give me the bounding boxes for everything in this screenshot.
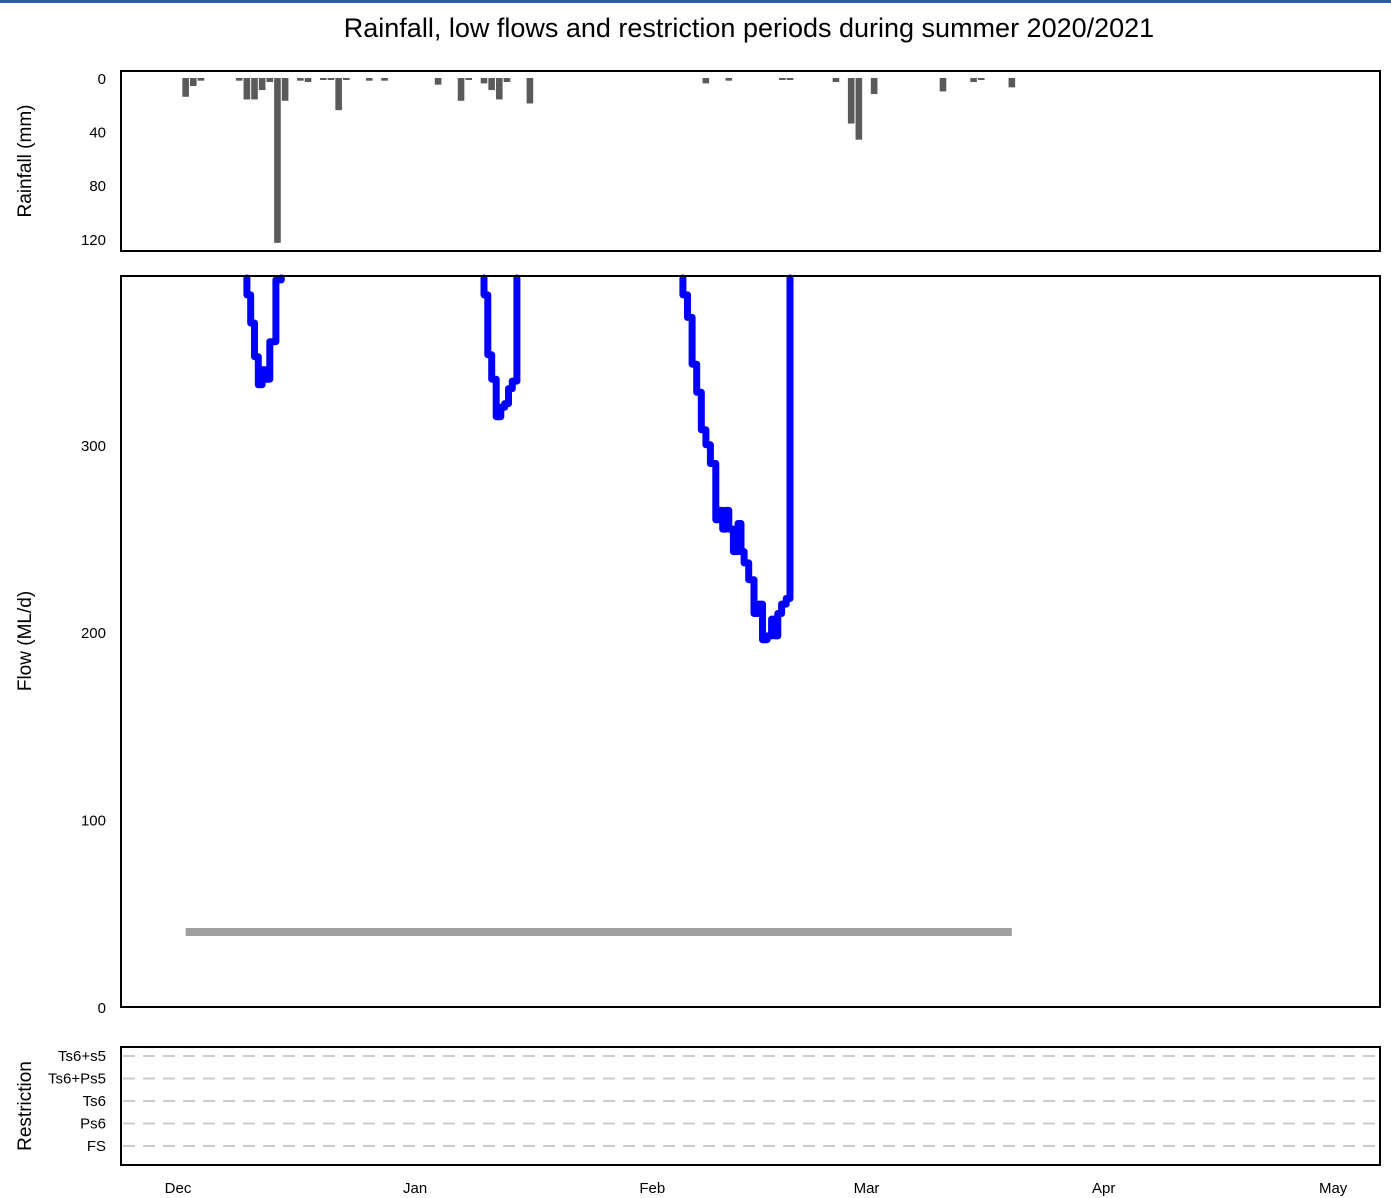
flow-line-segment-1 (480, 274, 521, 421)
rainfall-bar-1 (190, 78, 197, 87)
rainfall-bar-15 (343, 78, 350, 80)
restriction-level-label: Ts6+s5 (58, 1048, 106, 1065)
rainfall-bar-6 (258, 78, 266, 91)
rainfall-bars (182, 78, 1016, 243)
rainfall-y-ticks: 0 40 80 120 (81, 71, 106, 249)
rainfall-bar-37 (1008, 78, 1016, 88)
rainfall-bar-12 (320, 78, 327, 80)
rainfall-bar-21 (480, 78, 488, 84)
rainfall-bar-18 (434, 78, 442, 85)
rainfall-bar-33 (870, 78, 878, 95)
flow-y-ticks: 0 100 200 300 (81, 438, 106, 1017)
rainfall-bar-10 (297, 78, 304, 81)
rainfall-bar-5 (251, 78, 258, 100)
rainfall-bar-16 (365, 78, 373, 81)
rainfall-bar-30 (832, 78, 840, 83)
rainfall-bar-36 (977, 78, 985, 80)
rainfall-bar-2 (197, 78, 205, 81)
restriction-level-label: Ts6 (83, 1093, 106, 1110)
x-axis-month-ticks: Dec Jan Feb Mar Apr May (165, 1180, 1348, 1197)
restriction-y-label: Restriction (15, 1061, 36, 1151)
flow-panel: 0 100 200 300 Flow (ML/d) (15, 274, 1381, 1017)
rainfall-y-tick-label: 0 (98, 71, 106, 88)
chart-title: Rainfall, low flows and restriction peri… (344, 13, 1154, 43)
restriction-level-label: FS (87, 1138, 106, 1155)
x-tick-label: May (1319, 1180, 1348, 1197)
rainfall-bar-27 (725, 78, 733, 81)
x-tick-label: Apr (1092, 1180, 1115, 1197)
rainfall-bar-35 (970, 78, 977, 83)
flow-y-tick-label: 200 (81, 625, 106, 642)
rainfall-bar-11 (304, 78, 312, 83)
rainfall-panel: 0 40 80 120 Rainfall (mm) (15, 70, 1381, 252)
flow-line-segment-0 (243, 274, 285, 389)
restriction-level-label: Ts6+Ps5 (48, 1071, 106, 1088)
rainfall-bar-31 (847, 78, 855, 124)
rainfall-y-tick-label: 80 (89, 178, 106, 195)
rainfall-bar-24 (503, 78, 511, 83)
rainfall-bar-7 (266, 78, 274, 83)
rainfall-bar-28 (779, 78, 786, 80)
rainfall-bar-32 (855, 78, 863, 140)
flow-line-segment-2 (679, 274, 794, 644)
rainfall-bar-20 (465, 78, 472, 80)
x-tick-label: Dec (165, 1180, 192, 1197)
rainfall-bar-3 (235, 78, 243, 81)
rainfall-bar-13 (327, 78, 335, 80)
rainfall-y-tick-label: 40 (89, 125, 106, 142)
rainfall-bar-23 (496, 78, 503, 100)
flow-series (243, 274, 794, 644)
rainfall-bar-9 (281, 78, 289, 101)
rainfall-y-label: Rainfall (mm) (15, 105, 36, 218)
flow-y-tick-label: 0 (98, 1000, 106, 1017)
rainfall-bar-25 (526, 78, 534, 104)
rainfall-bar-14 (335, 78, 342, 111)
rainfall-bar-4 (243, 78, 251, 100)
rainfall-bar-17 (381, 78, 388, 81)
restriction-plot-frame (120, 1046, 1381, 1166)
rainfall-bar-22 (488, 78, 495, 91)
restriction-panel: Ts6+s5 Ts6+Ps5 Ts6 Ps6 FS Restriction (15, 1046, 1381, 1166)
top-accent-bar (0, 0, 1391, 3)
flow-y-tick-label: 100 (81, 813, 106, 830)
rainfall-bar-26 (702, 78, 710, 84)
rainfall-bar-29 (786, 78, 794, 80)
rainfall-bar-8 (274, 78, 281, 243)
restriction-grid: Ts6+s5 Ts6+Ps5 Ts6 Ps6 FS (48, 1048, 1378, 1155)
x-tick-label: Jan (403, 1180, 427, 1197)
rainfall-bar-34 (939, 78, 947, 92)
restriction-level-label: Ps6 (80, 1116, 106, 1133)
rainfall-y-tick-label: 120 (81, 232, 106, 249)
x-tick-label: Mar (854, 1180, 880, 1197)
flow-y-label: Flow (ML/d) (15, 591, 36, 691)
flow-plot-frame (120, 275, 1381, 1008)
rainfall-bar-19 (457, 78, 465, 101)
x-tick-label: Feb (639, 1180, 665, 1197)
rainfall-bar-0 (182, 78, 189, 97)
flow-y-tick-label: 300 (81, 438, 106, 455)
rainfall-plot-frame (120, 70, 1381, 252)
